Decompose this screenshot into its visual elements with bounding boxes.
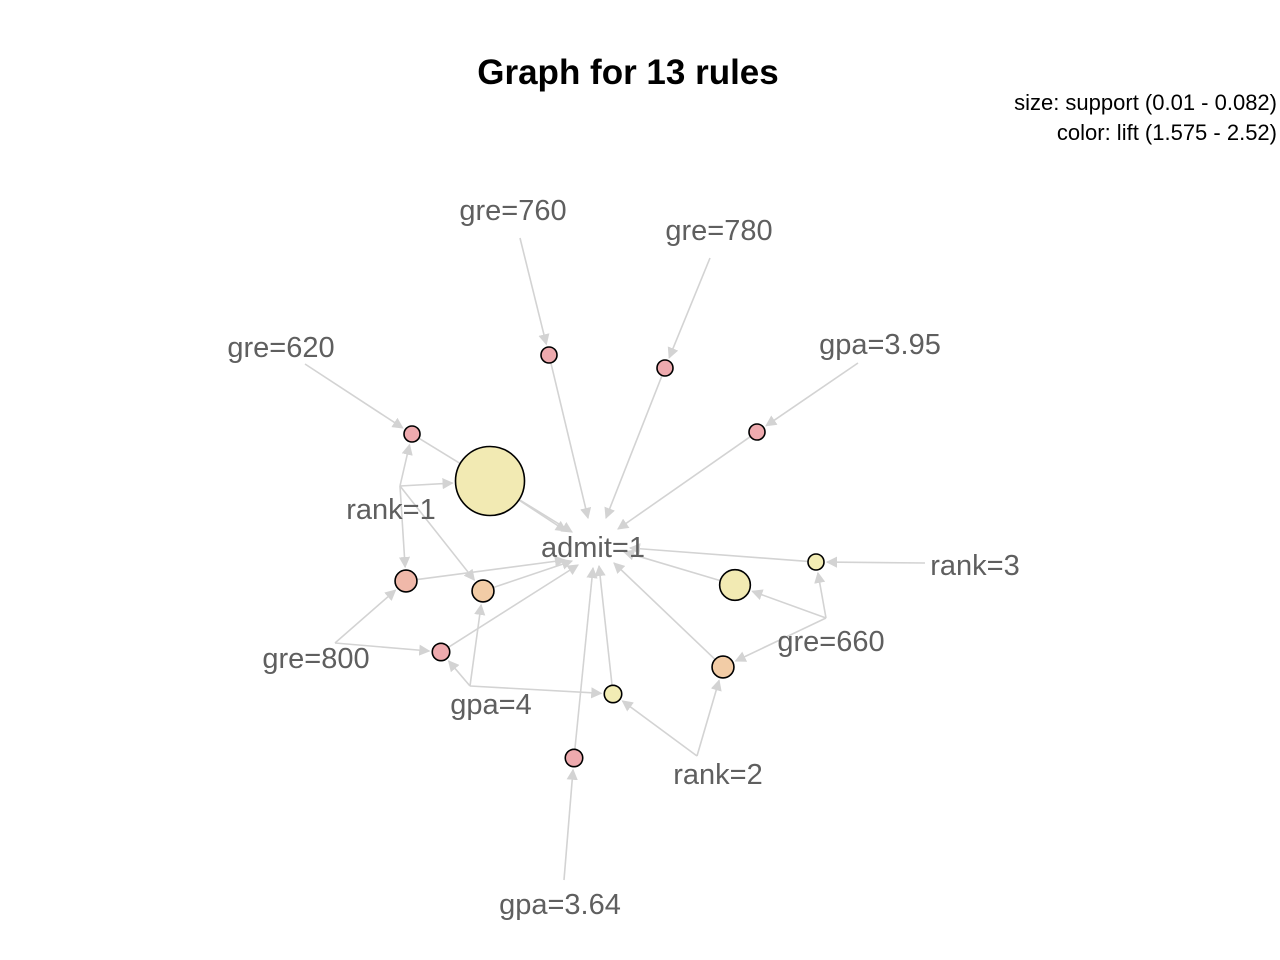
item-label-admit1: admit=1 [541, 532, 645, 564]
edge-rank1-to-r7 [399, 485, 476, 581]
edge-r13-to-admit1 [628, 543, 809, 563]
rule-node-r13[interactable] [807, 553, 825, 571]
edge-gre760-to-r1 [519, 237, 550, 346]
item-label-gre800: gre=800 [262, 643, 369, 675]
edge-r11-to-admit1 [613, 562, 716, 661]
item-labels-layer: gre=760 gre=780 gre=620 gpa=3.95 rank=1 … [227, 195, 1019, 921]
edge-gpa4-to-r7 [469, 603, 486, 687]
edge-r2-to-admit1 [604, 375, 663, 520]
edge-rank1-to-r5 [399, 478, 454, 490]
edge-r9-to-admit1 [594, 564, 613, 686]
edge-gpa4-to-r9 [469, 685, 603, 699]
edge-r1-to-admit1 [550, 362, 592, 520]
item-label-gre620: gre=620 [227, 332, 334, 364]
rule-node-r11[interactable] [711, 655, 735, 679]
rule-node-r8[interactable] [431, 642, 451, 662]
rule-node-r2[interactable] [656, 359, 674, 377]
edge-gpa395-to-r3 [765, 362, 859, 427]
item-label-gre780: gre=780 [665, 215, 772, 247]
edge-r5-to-admit1 [518, 499, 567, 532]
edge-gre780-to-r2 [667, 257, 711, 359]
legend-size: size: support (0.01 - 0.082) [1014, 90, 1277, 115]
item-label-gre660: gre=660 [777, 626, 884, 658]
edge-r7-to-admit1 [493, 558, 574, 589]
edges-layer [304, 237, 926, 881]
edge-gpa364-to-r10 [563, 768, 578, 881]
edge-gre660-to-r13 [814, 571, 827, 619]
item-label-gre760: gre=760 [459, 195, 566, 227]
edge-gre660-to-r11 [734, 617, 827, 662]
rule-node-r1[interactable] [540, 346, 558, 364]
item-label-rank3: rank=3 [930, 550, 1019, 582]
edge-rank2-to-r9 [621, 700, 698, 757]
item-label-gpa395: gpa=3.95 [819, 329, 941, 361]
rule-node-r5[interactable] [454, 445, 526, 517]
edge-r8-to-admit1 [447, 564, 579, 648]
edge-rank1-to-r6 [398, 485, 411, 569]
rule-node-r6[interactable] [394, 569, 418, 593]
item-label-gpa364: gpa=3.64 [499, 889, 621, 921]
edge-r12-to-admit1 [622, 549, 721, 582]
rule-node-r3[interactable] [748, 423, 766, 441]
rule-node-r12[interactable] [718, 568, 752, 602]
edge-r3-to-admit1 [617, 435, 751, 530]
edge-gre660-to-r12 [751, 589, 827, 619]
legend-color: color: lift (1.575 - 2.52) [1057, 120, 1277, 145]
rule-node-r7[interactable] [471, 579, 495, 603]
edge-gre620-to-r4 [304, 363, 404, 429]
edge-gpa4-to-r8 [447, 660, 471, 687]
edge-gre800-to-r6 [334, 589, 397, 644]
graph-title: Graph for 13 rules [477, 53, 778, 92]
edge-rank2-to-r11 [696, 679, 722, 757]
item-label-rank1: rank=1 [346, 494, 435, 526]
edge-r6-to-admit1 [416, 555, 567, 581]
rule-nodes-layer [394, 346, 825, 768]
item-label-rank2: rank=2 [673, 759, 762, 791]
rule-node-r4[interactable] [403, 425, 421, 443]
edge-rank1-to-r4 [399, 443, 413, 487]
rule-node-r10[interactable] [564, 748, 584, 768]
edge-gre800-to-r8 [334, 642, 431, 656]
edge-rank3-to-r13 [825, 556, 926, 568]
rule-node-r9[interactable] [603, 684, 623, 704]
edge-r10-to-admit1 [574, 566, 598, 750]
item-label-gpa4: gpa=4 [450, 689, 531, 721]
